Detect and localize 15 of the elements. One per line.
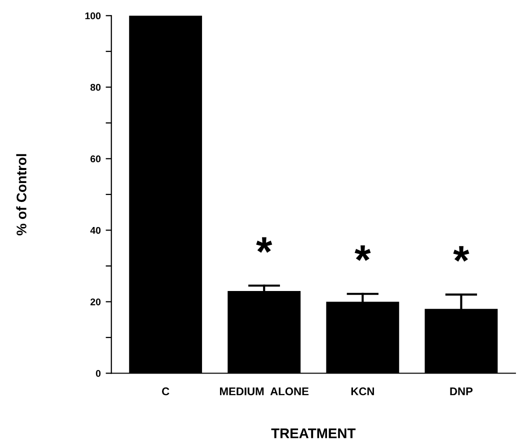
- x-tick-label: MEDIUM ALONE: [220, 387, 309, 396]
- y-axis-title: % of Control: [16, 154, 26, 236]
- y-tick-label: 20: [90, 298, 101, 306]
- y-tick-label: 60: [90, 155, 101, 162]
- y-tick-label: 0: [96, 370, 101, 377]
- x-tick-label: DNP: [450, 388, 473, 396]
- annotation: *: [453, 246, 470, 262]
- x-tick-label: C: [162, 387, 170, 396]
- x-tick-label: KCN: [351, 387, 374, 396]
- x-axis-title: TREATMENT: [271, 428, 356, 438]
- y-tick-label: 40: [90, 226, 101, 234]
- annotation: *: [354, 245, 371, 261]
- annotation: *: [256, 237, 272, 253]
- y-tick-label: 100: [85, 12, 101, 20]
- y-tick-label: 80: [90, 84, 101, 91]
